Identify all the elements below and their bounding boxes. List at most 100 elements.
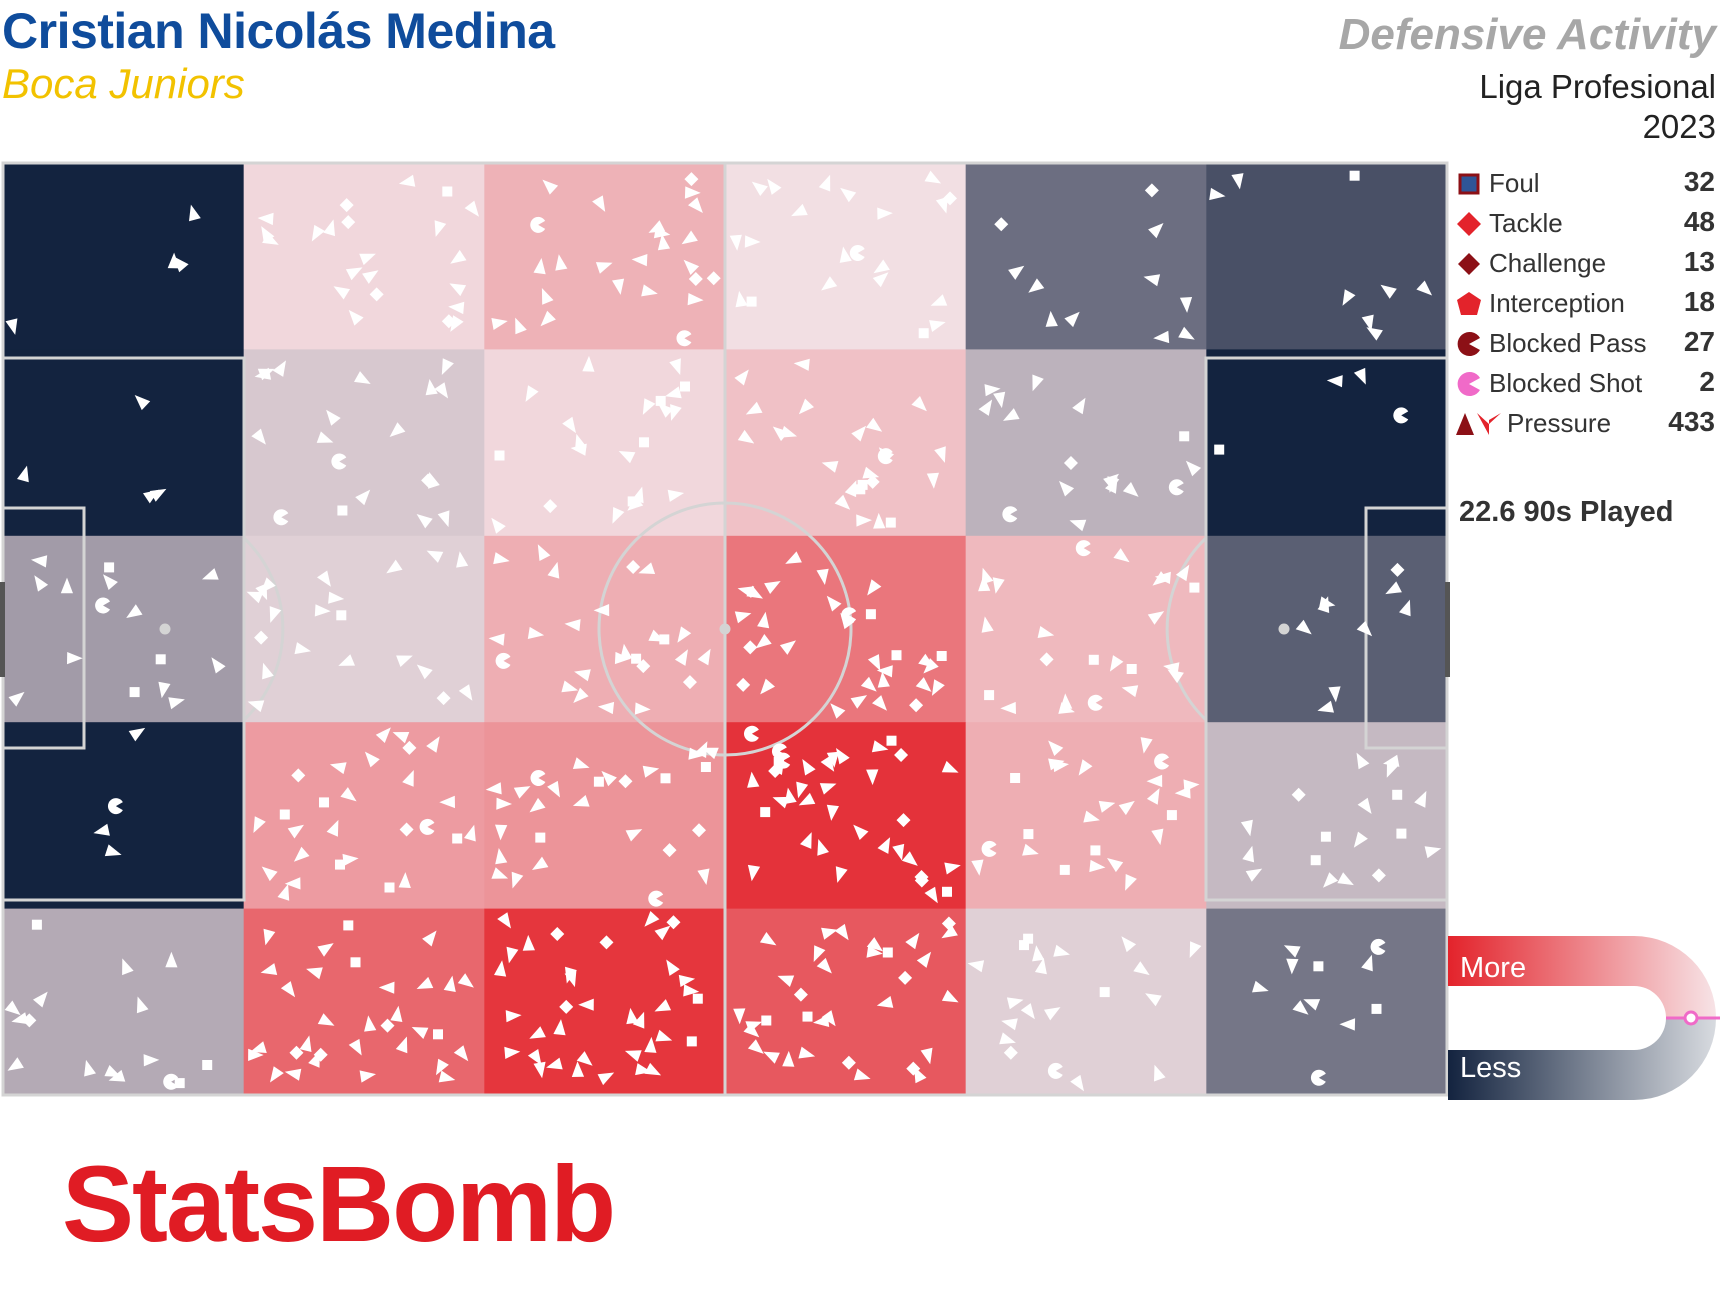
pressure-marker (798, 792, 816, 806)
foul-marker (855, 484, 866, 495)
tackle-marker (898, 970, 913, 985)
legend-item-pressure: Pressure 433 (1455, 404, 1717, 444)
pressure-marker (299, 1035, 312, 1052)
blocked-pass-marker (273, 509, 289, 526)
pressure-marker (877, 837, 891, 854)
tackle-marker (626, 559, 641, 574)
centre-spot (719, 623, 731, 635)
pressure-marker (779, 640, 796, 655)
pressure-marker (920, 1047, 933, 1065)
pressure-marker (260, 963, 278, 975)
pressure-marker (873, 512, 886, 529)
pressure-marker (665, 386, 682, 399)
centre-circle (597, 501, 853, 757)
foul-marker (680, 381, 690, 392)
pressure-marker (1000, 701, 1016, 715)
heatmap-zone (1206, 535, 1448, 723)
defensive-heatmap-pitch (0, 161, 1450, 1097)
event-legend: Foul 32 Tackle 48 Challenge 13 Intercept… (1455, 164, 1717, 444)
tackle-marker (1371, 868, 1386, 883)
left-penalty-spot (159, 623, 171, 635)
foul-marker (918, 328, 929, 339)
heatmap-zone (484, 349, 726, 537)
legend-count: 27 (1683, 326, 1715, 357)
pressure-marker (873, 259, 890, 274)
tackle-marker (402, 740, 417, 755)
pressure-marker (269, 606, 282, 623)
tackle-marker (289, 1045, 304, 1060)
pressure-marker (1121, 685, 1139, 698)
pressure-marker (143, 1054, 160, 1067)
tackle-marker (380, 1018, 395, 1033)
pressure-marker (929, 320, 946, 332)
pressure-marker (763, 1051, 780, 1064)
pressure-marker (1001, 1018, 1018, 1031)
pressure-marker (457, 973, 474, 988)
foul-marker (1023, 829, 1034, 840)
pressure-marker (669, 358, 681, 375)
pressure-marker (375, 727, 391, 743)
pressure-marker (1385, 581, 1402, 595)
pressure-marker (572, 795, 590, 807)
pressure-marker (506, 946, 519, 964)
blocked-pass-marker (1370, 938, 1386, 955)
pressure-marker (916, 951, 932, 968)
pressure-marker (757, 611, 770, 629)
pressure-marker (1342, 289, 1356, 306)
blocked-pass-marker (1168, 479, 1184, 496)
pressure-marker (1380, 284, 1397, 299)
tackle-marker (909, 698, 924, 713)
pressure-marker (851, 425, 867, 442)
pressure-marker (504, 1046, 521, 1059)
pressure-marker (1107, 858, 1124, 873)
chart-title: Defensive Activity (1338, 10, 1716, 59)
tackle-marker (1039, 652, 1054, 667)
pressure-marker (546, 1057, 563, 1070)
pressure-marker (866, 417, 883, 432)
tackle-marker (339, 198, 354, 213)
pressure-marker (1416, 280, 1433, 296)
pressure-marker (246, 591, 264, 604)
foul-marker (1310, 855, 1321, 866)
foul-marker (343, 920, 354, 931)
pressure-marker (839, 246, 852, 263)
pressure-marker (1328, 686, 1341, 703)
pressure-marker (747, 1039, 764, 1054)
pressure-marker (1361, 314, 1374, 332)
pressure-marker (158, 681, 171, 699)
pressure-marker (926, 472, 939, 489)
pressure-marker (262, 662, 274, 680)
pressure-marker (871, 740, 889, 753)
foul-marker (885, 517, 896, 528)
pressure-marker (666, 959, 680, 976)
foul-marker (350, 957, 361, 968)
tackle-marker (994, 217, 1009, 232)
heatmap-zone (3, 349, 245, 537)
legend-item-interception: Interception 18 (1455, 284, 1717, 324)
foul-marker (593, 776, 604, 787)
pressure-marker (1353, 831, 1368, 848)
foul-marker (1320, 831, 1331, 842)
pressure-marker (853, 824, 869, 840)
blocked-pass-marker (648, 890, 664, 907)
pressure-marker (624, 1050, 642, 1062)
legend-item-foul: Foul 32 (1455, 164, 1717, 204)
pressure-marker (1154, 571, 1171, 584)
pressure-marker (862, 466, 880, 479)
pressure-marker (1006, 997, 1024, 1010)
pressure-marker (1361, 954, 1373, 972)
pressure-marker (416, 976, 434, 989)
pressure-marker (386, 559, 403, 574)
pressure-marker (834, 923, 849, 941)
pressure-marker (1366, 327, 1383, 341)
tackle-marker (618, 774, 633, 789)
pressure-marker (108, 1069, 126, 1082)
pressure-marker (497, 912, 511, 929)
pressure-marker (488, 633, 505, 646)
tackle-marker (894, 748, 909, 763)
pressure-marker (981, 616, 994, 633)
pressure-marker (800, 832, 812, 849)
pressure-marker (284, 877, 301, 890)
foul-marker (452, 833, 463, 844)
pressure-marker (1143, 274, 1161, 287)
